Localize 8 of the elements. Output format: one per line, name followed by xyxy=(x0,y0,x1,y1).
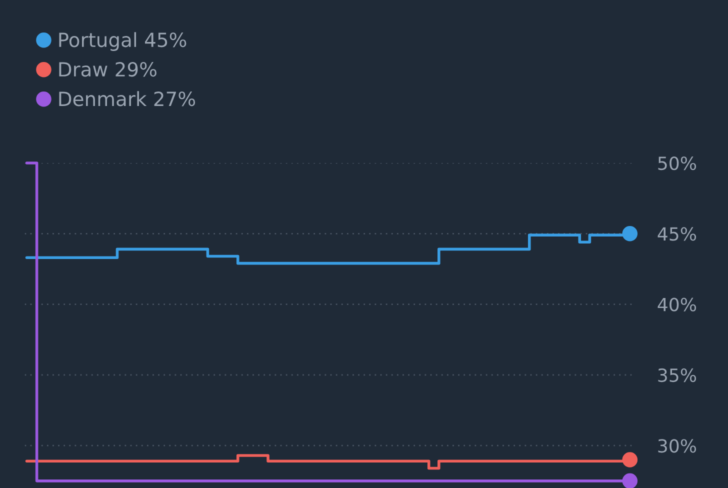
y-tick-label: 40% xyxy=(658,298,696,312)
y-tick-label: 30% xyxy=(658,439,696,453)
y-tick-label: 50% xyxy=(658,156,696,170)
legend-label: Draw 29% xyxy=(59,62,156,77)
y-tick-label: 35% xyxy=(658,368,696,382)
legend-label: Portugal 45% xyxy=(59,32,186,51)
legend-label: Denmark 27% xyxy=(59,91,196,106)
y-tick-label: 45% xyxy=(658,227,696,241)
